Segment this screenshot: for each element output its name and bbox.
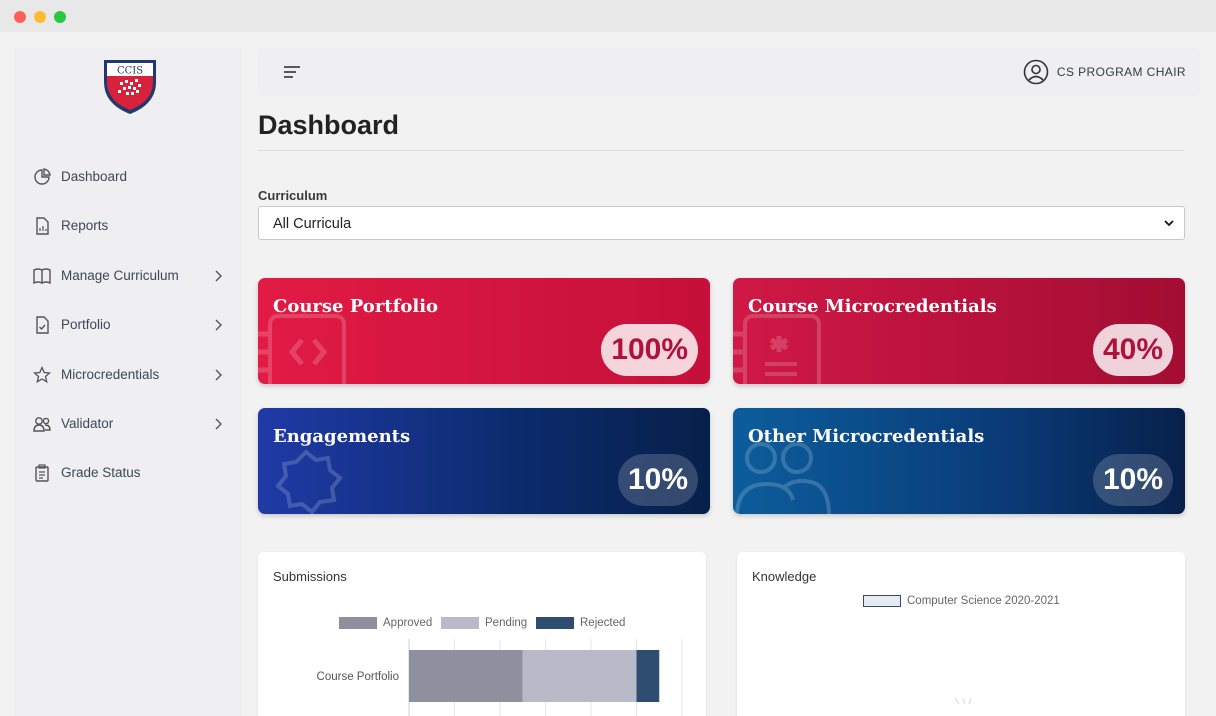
sidebar-item-label: Portfolio	[61, 317, 111, 332]
title-divider	[258, 150, 1184, 151]
sidebar-item-label: Reports	[61, 218, 109, 233]
legend-swatch	[339, 617, 377, 629]
chevron-right-icon	[215, 369, 222, 381]
legend-swatch	[536, 617, 574, 629]
bar-rejected[interactable]	[636, 650, 660, 702]
card-percent: 40%	[1092, 324, 1173, 376]
code-file-icon	[258, 314, 346, 384]
legend-label: Pending	[485, 617, 528, 629]
sidebar-item-label: Validator	[61, 416, 114, 431]
chevron-right-icon	[215, 418, 222, 430]
bar-pending[interactable]	[522, 650, 637, 702]
user-circle-icon	[1023, 59, 1049, 85]
app-window: CCIS Dashboard Reports Manage Curriculum Po…	[0, 32, 1216, 716]
badge-icon	[275, 449, 343, 514]
sidebar-item-label: Manage Curriculum	[61, 268, 179, 283]
submissions-panel: Submissions Approved Pending Rejected Cour…	[258, 552, 706, 716]
bar-approved[interactable]	[409, 650, 523, 702]
chevron-down-icon	[1164, 220, 1174, 227]
certificate-file-icon	[733, 314, 821, 384]
pie-chart-icon	[34, 168, 51, 185]
engagements-card[interactable]: Engagements 10%	[258, 408, 710, 514]
card-percent: 10%	[617, 454, 698, 506]
legend-label: Approved	[383, 617, 433, 629]
legend-label: Computer Science 2020-2021	[907, 595, 1060, 607]
sidebar-item-portfolio[interactable]: Portfolio	[14, 307, 242, 343]
course-microcredentials-card[interactable]: Course Microcredentials 40%	[733, 278, 1185, 384]
clipboard-list-icon	[35, 464, 49, 482]
chevron-right-icon	[215, 319, 222, 331]
card-title: Engagements	[273, 426, 411, 447]
curriculum-label: Curriculum	[258, 188, 328, 203]
sidebar-item-grade-status[interactable]: Grade Status	[14, 455, 242, 491]
sidebar-item-manage-curriculum[interactable]: Manage Curriculum	[14, 258, 242, 294]
user-name: CS PROGRAM CHAIR	[1056, 65, 1186, 79]
panel-title: Knowledge	[752, 569, 817, 584]
knowledge-panel: Knowledge Computer Science 2020-2021	[737, 552, 1185, 716]
category-label: Course Portfolio	[317, 671, 399, 683]
users-group-icon	[735, 442, 831, 514]
sidebar: CCIS Dashboard Reports Manage Curriculum Po…	[14, 48, 242, 716]
report-file-icon	[36, 217, 49, 235]
card-title: Course Portfolio	[273, 296, 439, 317]
menu-toggle-button[interactable]	[282, 64, 302, 80]
card-title: Course Microcredentials	[748, 296, 997, 317]
hamburger-icon	[284, 66, 300, 78]
file-check-icon	[36, 316, 49, 334]
maximize-window-button[interactable]	[54, 11, 66, 23]
users-icon	[33, 417, 51, 432]
card-percent: 100%	[601, 324, 698, 376]
book-open-icon	[33, 268, 51, 285]
top-bar: CS PROGRAM CHAIR	[258, 48, 1200, 96]
window-titlebar	[0, 0, 1216, 32]
card-title: Other Microcredentials	[748, 426, 985, 447]
legend-label: Rejected	[580, 617, 626, 629]
sidebar-item-label: Dashboard	[61, 169, 128, 184]
ccis-logo[interactable]: CCIS	[102, 56, 158, 116]
legend-item[interactable]: Computer Science 2020-2021	[863, 595, 1060, 607]
sidebar-item-label: Grade Status	[61, 465, 141, 480]
legend-swatch	[863, 595, 901, 607]
user-menu[interactable]: CS PROGRAM CHAIR	[1023, 58, 1186, 86]
page-title: Dashboard	[258, 110, 400, 140]
legend-item[interactable]: Rejected	[536, 617, 625, 629]
sidebar-item-validator[interactable]: Validator	[14, 406, 242, 442]
legend-item[interactable]: Approved	[339, 617, 432, 629]
panel-title: Submissions	[273, 569, 347, 584]
chevron-right-icon	[215, 270, 222, 282]
course-portfolio-card[interactable]: Course Portfolio 100%	[258, 278, 710, 384]
logo-text: CCIS	[117, 66, 143, 77]
close-window-button[interactable]	[14, 11, 26, 23]
card-percent: 10%	[1092, 454, 1173, 506]
minimize-window-button[interactable]	[34, 11, 46, 23]
sidebar-item-microcredentials[interactable]: Microcredentials	[14, 357, 242, 393]
legend-item[interactable]: Pending	[441, 617, 527, 629]
curriculum-select[interactable]: All Curricula	[258, 206, 1185, 240]
knowledge-radar-chart	[954, 697, 972, 705]
submissions-chart: Course Portfolio	[317, 639, 683, 716]
star-icon	[33, 366, 51, 384]
curriculum-selected-value: All Curricula	[273, 216, 352, 232]
sidebar-item-label: Microcredentials	[61, 367, 160, 382]
sidebar-item-dashboard[interactable]: Dashboard	[14, 159, 242, 195]
other-microcredentials-card[interactable]: Other Microcredentials 10%	[733, 408, 1185, 514]
sidebar-item-reports[interactable]: Reports	[14, 208, 242, 244]
legend-swatch	[441, 617, 479, 629]
